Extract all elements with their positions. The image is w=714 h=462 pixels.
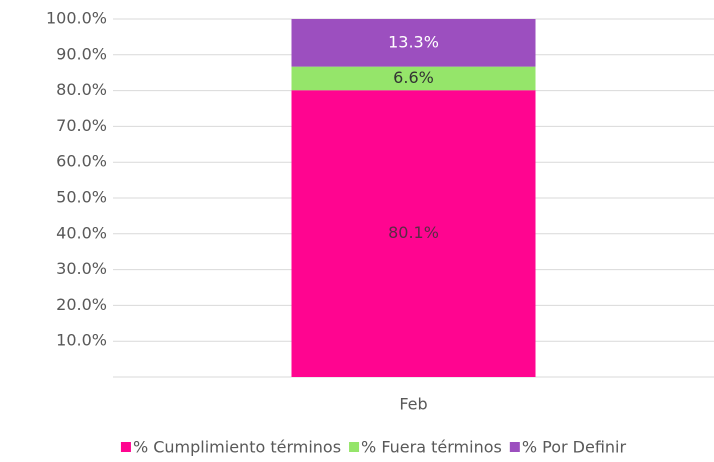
data-label: 13.3% — [388, 32, 439, 51]
y-tick-label: 90.0% — [56, 44, 107, 63]
bar-segment — [291, 66, 536, 91]
legend-label: % Fuera términos — [361, 438, 502, 457]
x-tick-label: Feb — [399, 395, 427, 414]
legend-swatch — [509, 442, 520, 452]
y-tick-label: 80.0% — [56, 80, 107, 99]
legend-swatch — [349, 442, 360, 452]
data-label: 80.1% — [388, 223, 439, 242]
legend-swatch — [120, 442, 131, 452]
y-tick-label: 50.0% — [56, 188, 107, 207]
bar-segment — [291, 90, 536, 377]
y-tick-label: 60.0% — [56, 152, 107, 171]
bar-segment — [291, 19, 536, 67]
y-tick-label: 10.0% — [56, 331, 107, 350]
y-tick-label: 70.0% — [56, 116, 107, 135]
legend-label: % Por Definir — [522, 438, 627, 457]
legend-label: % Cumplimiento términos — [133, 438, 341, 457]
y-tick-label: 40.0% — [56, 223, 107, 242]
y-tick-label: 100.0% — [46, 9, 107, 28]
data-label: 6.6% — [393, 68, 434, 87]
y-tick-label: 20.0% — [56, 295, 107, 314]
y-tick-label: 30.0% — [56, 259, 107, 278]
